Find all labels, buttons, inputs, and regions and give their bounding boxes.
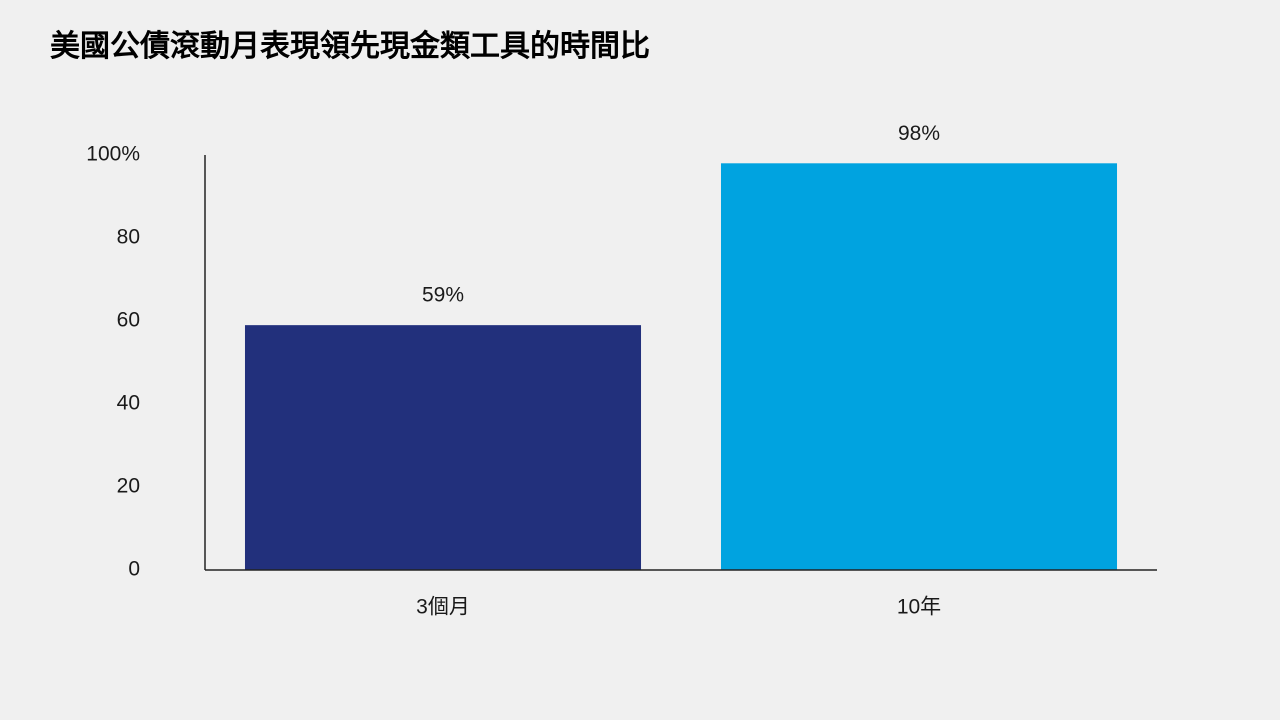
y-tick-label: 0 [128, 558, 140, 581]
y-tick-label: 40 [117, 392, 140, 415]
x-tick-label: 10年 [897, 596, 941, 619]
y-tick-label: 100% [86, 143, 140, 166]
y-tick-label: 60 [117, 309, 140, 332]
chart-title: 美國公債滾動月表現領先現金類工具的時間比 [50, 29, 650, 63]
x-tick-label: 3個月 [416, 596, 470, 619]
y-tick-label: 20 [117, 475, 140, 498]
value-label: 98% [898, 122, 940, 145]
value-label: 59% [422, 284, 464, 307]
y-tick-label: 80 [117, 226, 140, 249]
bar [244, 325, 642, 570]
bar [720, 163, 1118, 571]
